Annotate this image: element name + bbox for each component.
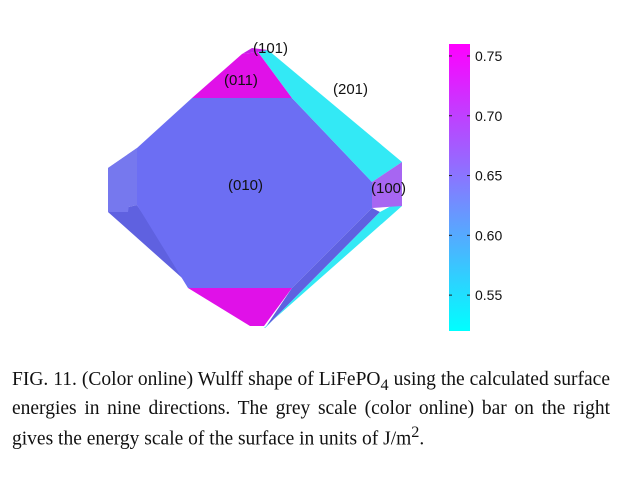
facet-010 — [137, 98, 372, 288]
colorbar-tick-label: 0.65 — [475, 168, 502, 184]
label-010: (010) — [228, 177, 263, 194]
label-201: (201) — [333, 81, 368, 98]
colorbar-gradient — [449, 44, 470, 331]
facet-lower-right — [265, 208, 380, 328]
facet-011-bottom — [188, 288, 292, 326]
wulff-crystal — [108, 48, 402, 328]
facet-201-lower — [264, 200, 402, 328]
facet-100 — [372, 162, 402, 208]
colorbar-tick-label: 0.75 — [475, 48, 502, 64]
caption-text-main: using the calculated surface energies in… — [12, 369, 610, 450]
facet-left-lower — [108, 205, 190, 285]
colorbar-tick-label: 0.60 — [475, 227, 502, 243]
facet-left-edge — [108, 148, 137, 212]
colorbar-tick-label: 0.70 — [475, 108, 502, 124]
colorbar-tick-label: 0.55 — [475, 287, 502, 303]
caption-subscript: 4 — [380, 375, 389, 394]
facet-101 — [242, 48, 268, 54]
facet-201 — [258, 50, 402, 182]
facet-011 — [192, 52, 292, 98]
caption-superscript: 2 — [411, 422, 420, 441]
colorbar-ticks: 0.75 0.70 0.65 0.60 0.55 — [449, 48, 502, 303]
label-011: (011) — [224, 72, 258, 89]
label-101: (101) — [253, 40, 288, 57]
label-100: (100) — [371, 180, 406, 197]
caption-text-start: (Color online) Wulff shape of LiFePO — [76, 369, 381, 390]
figure-caption: FIG. 11. (Color online) Wulff shape of L… — [12, 368, 610, 451]
caption-end: . — [419, 428, 425, 450]
caption-label: FIG. 11. — [12, 369, 77, 390]
wulff-shape-figure: (101) (011) (201) (010) (100) 0.750.700.… — [108, 40, 502, 331]
colorbar: 0.75 0.70 0.65 0.60 0.55 — [449, 44, 502, 331]
